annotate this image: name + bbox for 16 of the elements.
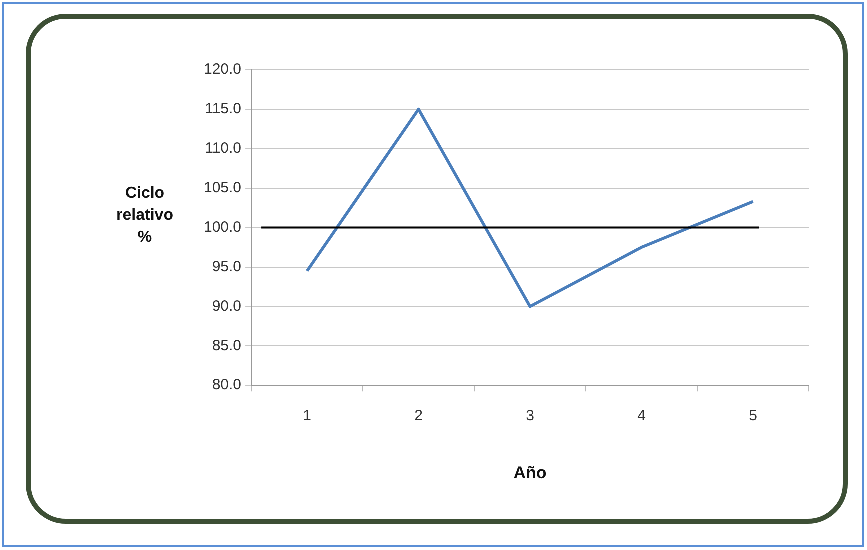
x-tick-label: 3 xyxy=(526,408,534,425)
y-tick-label: 95.0 xyxy=(212,258,242,276)
y-tick-label: 105.0 xyxy=(204,179,242,196)
y-tick-label: 115.0 xyxy=(205,100,242,118)
y-axis-title: Ciclo relativo % xyxy=(116,184,174,246)
y-tick-label: 90.0 xyxy=(212,298,242,315)
y-tick-label: 110.0 xyxy=(205,140,242,158)
y-tick-label: 85.0 xyxy=(212,337,242,354)
x-tick-label: 2 xyxy=(414,408,423,425)
y-tick-label: 100.0 xyxy=(204,218,242,236)
x-axis-title: Año xyxy=(514,463,547,482)
y-tick-label: 80.0 xyxy=(212,376,242,394)
x-tick-label: 5 xyxy=(749,408,758,425)
x-tick-label: 1 xyxy=(303,408,312,425)
x-tick-label: 4 xyxy=(638,408,646,425)
y-tick-label: 120.0 xyxy=(204,61,242,78)
